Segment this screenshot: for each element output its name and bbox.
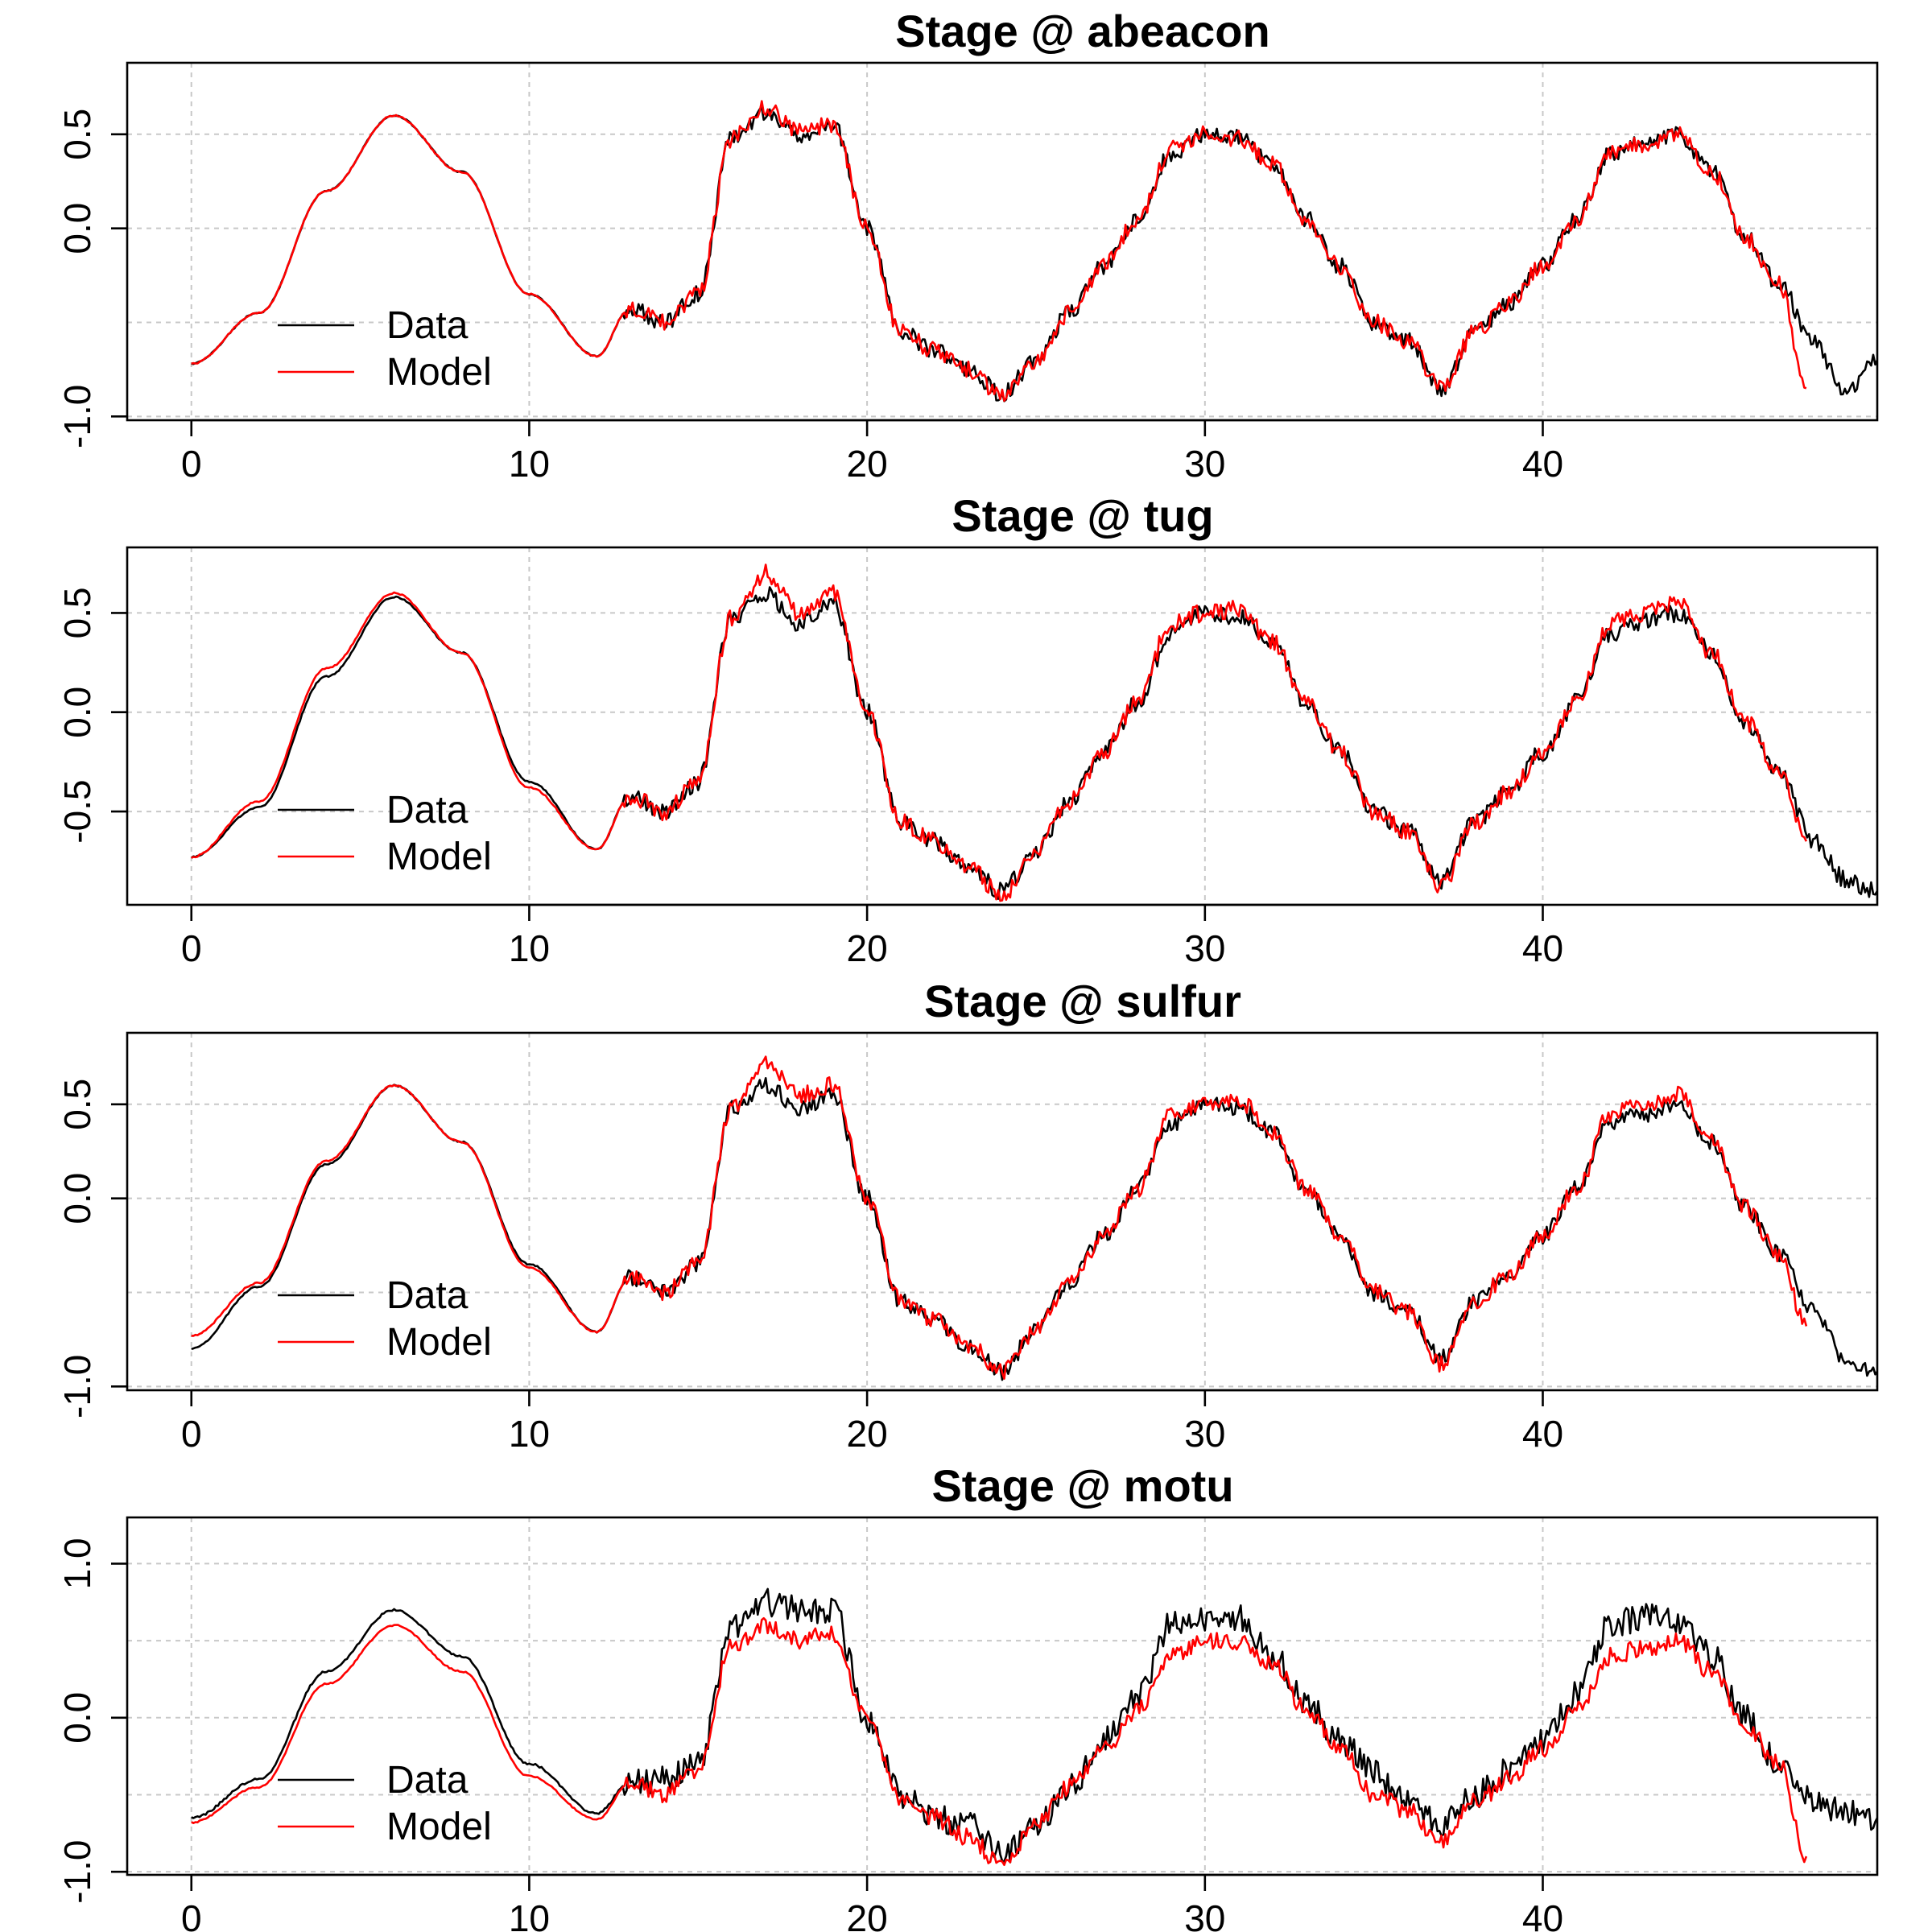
x-tick-label: 20 bbox=[847, 927, 888, 969]
panel-2: Stage @ sulfur 0 10 20 30 40 -1.0 0.0 0.5 DataMod… bbox=[56, 976, 1879, 1455]
x-tick-label: 40 bbox=[1522, 443, 1563, 485]
legend-label-model: Model bbox=[386, 836, 492, 878]
x-tick-label: 40 bbox=[1522, 927, 1563, 969]
x-tick-label: 40 bbox=[1522, 1413, 1563, 1455]
y-tick-label: 0.0 bbox=[56, 687, 98, 738]
y-tick-label: -1.0 bbox=[56, 385, 98, 448]
x-tick-label: 30 bbox=[1184, 443, 1225, 485]
x-tick-label: 0 bbox=[181, 443, 202, 485]
y-tick-label: 0.0 bbox=[56, 1173, 98, 1224]
legend-label-model: Model bbox=[386, 1321, 492, 1364]
legend-label-data: Data bbox=[386, 304, 469, 347]
panel-0: Stage @ abeacon 0 10 20 30 40 -1.0 0.0 0.5 DataMo… bbox=[56, 6, 1879, 485]
x-tick-label: 40 bbox=[1522, 1897, 1563, 1932]
y-tick-label: 0.0 bbox=[56, 203, 98, 254]
series-line-model bbox=[191, 100, 1807, 402]
legend-label-data: Data bbox=[386, 1274, 469, 1317]
y-tick-label: -1.0 bbox=[56, 1355, 98, 1418]
legend-label-model: Model bbox=[386, 1806, 492, 1848]
legend-label-data: Data bbox=[386, 789, 469, 832]
x-tick-label: 20 bbox=[847, 1897, 888, 1932]
x-tick-label: 0 bbox=[181, 1413, 202, 1455]
x-tick-label: 0 bbox=[181, 927, 202, 969]
legend-label-data: Data bbox=[386, 1759, 469, 1802]
x-tick-label: 30 bbox=[1184, 1413, 1225, 1455]
chart-title: Stage @ motu bbox=[931, 1460, 1233, 1511]
x-tick-label: 20 bbox=[847, 443, 888, 485]
series-line-data bbox=[191, 1587, 1877, 1864]
y-tick-label: 0.5 bbox=[56, 109, 98, 160]
x-tick-label: 30 bbox=[1184, 1897, 1225, 1932]
x-tick-label: 10 bbox=[509, 927, 550, 969]
x-tick-label: 30 bbox=[1184, 927, 1225, 969]
x-tick-label: 10 bbox=[509, 1897, 550, 1932]
series-line-model bbox=[191, 1055, 1808, 1380]
legend-label-model: Model bbox=[386, 351, 492, 394]
chart-title: Stage @ sulfur bbox=[924, 976, 1241, 1026]
y-tick-label: -1.0 bbox=[56, 1840, 98, 1904]
y-tick-label: 0.5 bbox=[56, 587, 98, 638]
series-line-model bbox=[191, 564, 1808, 902]
y-tick-label: -0.5 bbox=[56, 779, 98, 843]
y-tick-label: 0.5 bbox=[56, 1079, 98, 1130]
series-line-model bbox=[191, 1616, 1808, 1866]
x-tick-label: 10 bbox=[509, 1413, 550, 1455]
y-tick-label: 0.0 bbox=[56, 1692, 98, 1744]
x-tick-label: 20 bbox=[847, 1413, 888, 1455]
y-tick-label: 1.0 bbox=[56, 1538, 98, 1589]
chart-title: Stage @ abeacon bbox=[895, 6, 1269, 56]
x-tick-label: 10 bbox=[509, 443, 550, 485]
chart-title: Stage @ tug bbox=[952, 490, 1213, 541]
x-tick-label: 0 bbox=[181, 1897, 202, 1932]
